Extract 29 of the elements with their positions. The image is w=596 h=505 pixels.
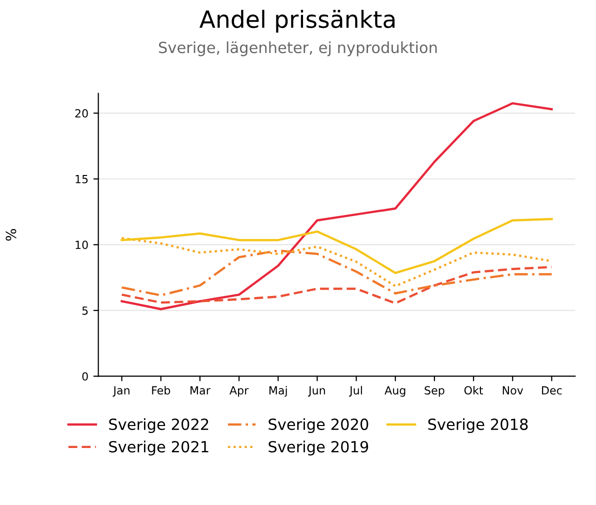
- x-tick-label: Jul: [349, 386, 362, 397]
- y-tick-label: 15: [76, 175, 88, 184]
- line-series: [120, 266, 553, 304]
- line-series: [120, 102, 553, 310]
- y-tick-label: 0: [82, 372, 88, 381]
- x-tick-label: Apr: [230, 386, 249, 397]
- legend-label: Sverige 2022: [109, 418, 208, 434]
- legend-label: Sverige 2020: [268, 418, 368, 434]
- chart-title: Andel prissänkta: [199, 10, 395, 33]
- y-axis-title: %: [6, 228, 16, 241]
- legend-label: Sverige 2019: [268, 440, 368, 456]
- x-tick-label: Dec: [542, 386, 562, 395]
- legend-label: Sverige 2018: [428, 418, 528, 434]
- x-tick-label: Okt: [464, 386, 484, 395]
- x-tick-label: Sep: [424, 386, 444, 397]
- x-tick-label: Mar: [190, 386, 210, 395]
- line-series: [120, 218, 553, 274]
- x-tick-label: Jun: [308, 386, 325, 397]
- y-tick-label: 5: [82, 306, 88, 315]
- line-series: [120, 250, 553, 296]
- x-tick-label: Maj: [269, 386, 287, 397]
- legend-label: Sverige 2021: [109, 440, 208, 456]
- x-tick-label: Feb: [152, 386, 170, 395]
- y-tick-label: 20: [75, 109, 88, 118]
- x-tick-label: Nov: [502, 386, 524, 395]
- x-tick-label: Aug: [384, 386, 406, 397]
- chart-subtitle: Sverige, lägenheter, ej nyproduktion: [158, 41, 437, 56]
- x-tick-label: Jan: [112, 386, 130, 397]
- y-tick-label: 10: [76, 240, 88, 250]
